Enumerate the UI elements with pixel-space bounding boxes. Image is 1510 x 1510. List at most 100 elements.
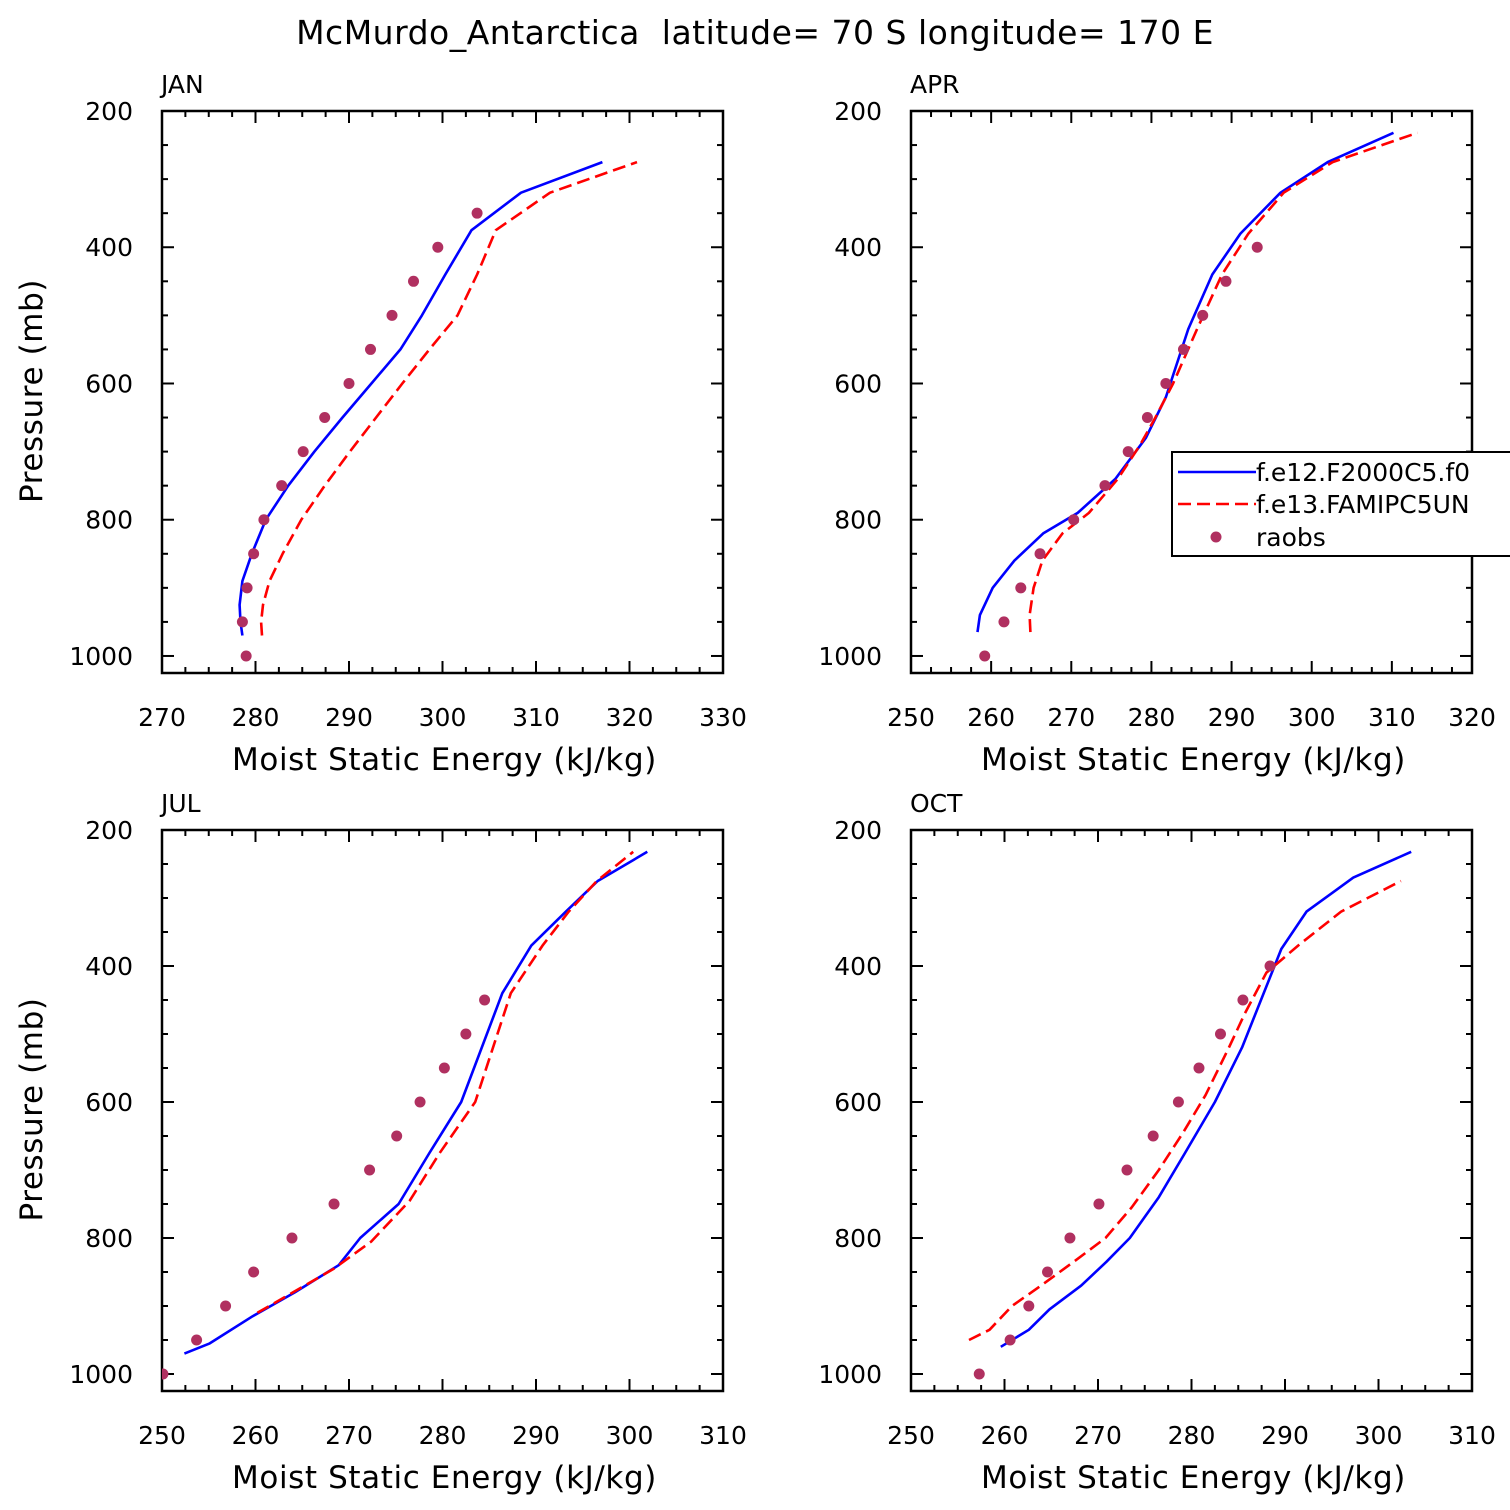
y-tick-label: 1000: [818, 1360, 882, 1389]
plot-area: [236, 160, 638, 662]
y-tick-label: 800: [834, 1224, 882, 1253]
x-axis-title: Moist Static Energy (kJ/kg): [232, 742, 657, 778]
raobs-point: [297, 446, 309, 458]
tick-marks: [910, 110, 1473, 673]
raobs-point: [386, 309, 398, 321]
y-tick-label: 200: [834, 97, 882, 126]
tick-marks: [161, 829, 724, 1391]
raobs-point: [1214, 1028, 1226, 1040]
legend-label: raobs: [1256, 523, 1326, 552]
raobs-point: [1034, 548, 1046, 560]
x-tick-label: 310: [1368, 703, 1416, 732]
x-tick-label: 330: [699, 703, 747, 732]
raobs-point: [1220, 275, 1232, 287]
panel-label: JAN: [159, 70, 204, 99]
x-tick-label: 280: [232, 703, 280, 732]
raobs-point: [365, 343, 377, 355]
plot-area: [968, 850, 1412, 1380]
y-tick-label: 600: [85, 1088, 133, 1117]
y-tick-label: 200: [85, 97, 133, 126]
raobs-point: [276, 480, 288, 492]
raobs-point: [408, 275, 420, 287]
raobs-point: [191, 1334, 203, 1346]
raobs-point: [1172, 1096, 1184, 1108]
raobs-point: [479, 994, 491, 1006]
raobs-point: [241, 582, 253, 594]
tick-marks: [161, 110, 724, 673]
x-tick-label: 280: [1128, 703, 1176, 732]
raobs-point: [979, 650, 991, 662]
raobs-point: [1068, 514, 1080, 526]
raobs-point: [1193, 1062, 1205, 1074]
y-tick-label: 200: [834, 816, 882, 845]
y-axis-title: Pressure (mb): [14, 997, 50, 1221]
y-tick-label: 400: [85, 233, 133, 262]
series-line-e12: [1000, 850, 1412, 1348]
raobs-point: [1093, 1198, 1105, 1210]
raobs-point: [998, 616, 1010, 628]
y-tick-label: 600: [834, 1088, 882, 1117]
series-line-e13: [968, 879, 1402, 1342]
raobs-point: [286, 1232, 298, 1244]
raobs-point: [220, 1300, 232, 1312]
y-axis-title: Pressure (mb): [14, 279, 50, 503]
raobs-point: [1251, 241, 1263, 253]
raobs-point: [1064, 1232, 1076, 1244]
raobs-point: [1147, 1130, 1159, 1142]
y-tick-label: 800: [834, 506, 882, 535]
x-tick-label: 250: [887, 703, 935, 732]
x-tick-label: 310: [1448, 1421, 1496, 1450]
x-tick-label: 300: [606, 1421, 654, 1450]
panel-label: OCT: [910, 789, 963, 818]
x-tick-label: 260: [232, 1421, 280, 1450]
raobs-point: [414, 1096, 426, 1108]
x-tick-label: 260: [981, 1421, 1029, 1450]
series-line-e13: [256, 850, 635, 1314]
x-tick-label: 300: [1288, 703, 1336, 732]
y-tick-label: 200: [85, 816, 133, 845]
legend-label: f.e13.FAMIPC5UN: [1256, 490, 1470, 519]
y-tick-label: 1000: [69, 1360, 133, 1389]
x-tick-label: 280: [1168, 1421, 1216, 1450]
panels: 270 280 290 300 310 320 330 200 400 600 800 1000 JAN…: [14, 70, 1496, 1496]
plot-area: [162, 850, 648, 1380]
raobs-point: [343, 377, 355, 389]
tick-marks: [910, 829, 1473, 1391]
y-tick-label: 800: [85, 506, 133, 535]
raobs-point: [248, 1266, 260, 1278]
x-axis-title: Moist Static Energy (kJ/kg): [232, 1460, 657, 1496]
raobs-point: [1042, 1266, 1054, 1278]
panel-oct: 250 260 270 280 290 300 310 200 400 600 800 1000 OCT…: [818, 789, 1495, 1496]
panel-label: JUL: [159, 789, 201, 818]
raobs-point: [319, 412, 331, 424]
raobs-point: [391, 1130, 403, 1142]
x-tick-label: 320: [606, 703, 654, 732]
raobs-point: [438, 1062, 450, 1074]
raobs-point: [258, 514, 270, 526]
panel-label: APR: [910, 70, 960, 99]
x-tick-label: 270: [325, 1421, 373, 1450]
figure-title: McMurdo_Antarctica latitude= 70 S longit…: [296, 13, 1214, 52]
x-axis-title: Moist Static Energy (kJ/kg): [981, 742, 1406, 778]
x-tick-label: 260: [967, 703, 1015, 732]
x-tick-label: 270: [1074, 1421, 1122, 1450]
x-tick-label: 290: [1208, 703, 1256, 732]
x-tick-label: 250: [138, 1421, 186, 1450]
panel-jan: 270 280 290 300 310 320 330 200 400 600 800 1000 JAN…: [14, 70, 747, 778]
y-tick-label: 400: [85, 952, 133, 981]
raobs-point: [460, 1028, 472, 1040]
raobs-point: [236, 616, 248, 628]
raobs-point: [1141, 412, 1153, 424]
x-tick-label: 290: [1261, 1421, 1309, 1450]
y-tick-label: 400: [834, 233, 882, 262]
series-line-e13: [1028, 131, 1418, 633]
raobs-point: [973, 1368, 985, 1380]
raobs-point: [1237, 994, 1249, 1006]
legend-raobs-marker: [1210, 531, 1222, 543]
raobs-point: [1121, 1164, 1133, 1176]
raobs-point: [162, 1368, 169, 1380]
panel-jul: 250 260 270 280 290 300 310 200 400 600 800 1000 JUL…: [14, 789, 747, 1496]
raobs-point: [1015, 582, 1027, 594]
x-tick-label: 320: [1448, 703, 1496, 732]
plot-area: [976, 131, 1418, 662]
